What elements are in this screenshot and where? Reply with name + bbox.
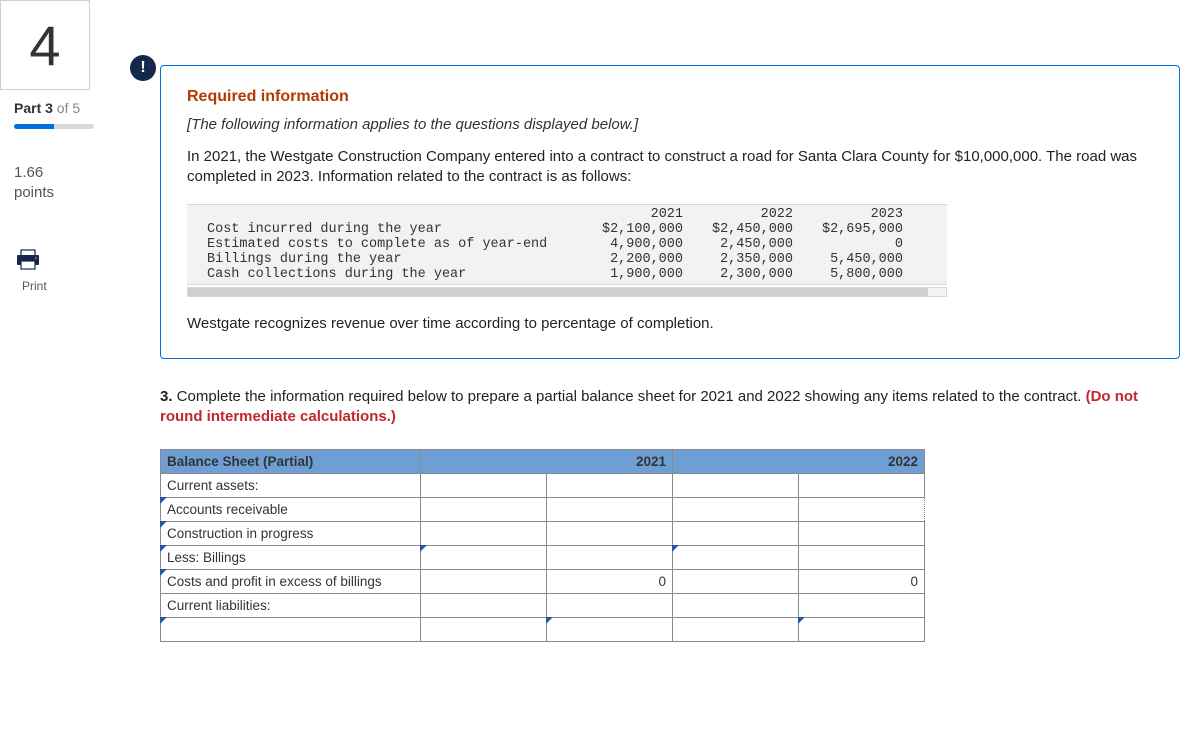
- table-row: [161, 618, 925, 642]
- bs-cell[interactable]: [673, 594, 799, 618]
- question-number-box: 4: [0, 0, 90, 90]
- cell: 2,300,000: [697, 267, 807, 282]
- bs-row-blank-input[interactable]: [161, 618, 421, 642]
- cell: $2,450,000: [697, 222, 807, 237]
- printer-icon: [14, 248, 42, 272]
- cell: 2,200,000: [587, 252, 697, 267]
- scrollbar-thumb[interactable]: [188, 288, 928, 296]
- col-header-2021: 2021: [587, 207, 697, 222]
- row-label: Estimated costs to complete as of year-e…: [187, 237, 587, 252]
- bs-title-header: Balance Sheet (Partial): [161, 450, 421, 474]
- points-block: 1.66 points: [0, 163, 120, 204]
- bs-cell[interactable]: [547, 498, 673, 522]
- table-row: Less: Billings: [161, 546, 925, 570]
- bs-cell[interactable]: [421, 522, 547, 546]
- table-row: Cash collections during the year 1,900,0…: [187, 267, 917, 282]
- bs-cell[interactable]: [421, 474, 547, 498]
- part-progress-fill: [14, 124, 54, 129]
- cell: $2,100,000: [587, 222, 697, 237]
- bs-cell[interactable]: [673, 498, 799, 522]
- col-header-2023: 2023: [807, 207, 917, 222]
- bs-year-2021-header: 2021: [421, 450, 673, 474]
- balance-sheet-table: Balance Sheet (Partial) 2021 2022 Curren…: [160, 449, 925, 642]
- cell: 2,450,000: [697, 237, 807, 252]
- bs-cell[interactable]: [799, 522, 925, 546]
- bs-cell[interactable]: [673, 522, 799, 546]
- cell: 1,900,000: [587, 267, 697, 282]
- question-number: 4: [29, 13, 60, 78]
- bs-cell-computed: 0: [547, 570, 673, 594]
- bs-cell[interactable]: [547, 618, 673, 642]
- cell: 4,900,000: [587, 237, 697, 252]
- col-header-2022: 2022: [697, 207, 807, 222]
- exclamation-icon: !: [140, 59, 145, 77]
- question-number-3: 3.: [160, 388, 173, 405]
- row-label: Billings during the year: [187, 252, 587, 267]
- cell: 2,350,000: [697, 252, 807, 267]
- table-row: Billings during the year 2,200,000 2,350…: [187, 252, 917, 267]
- bs-cell[interactable]: [421, 594, 547, 618]
- table-row: Current liabilities:: [161, 594, 925, 618]
- row-label: Cost incurred during the year: [187, 222, 587, 237]
- bs-cell[interactable]: [421, 618, 547, 642]
- bs-cell[interactable]: [547, 594, 673, 618]
- bs-cell[interactable]: [673, 546, 799, 570]
- bs-cell-computed: 0: [799, 570, 925, 594]
- bs-cell[interactable]: [799, 618, 925, 642]
- bs-cell[interactable]: [799, 498, 925, 522]
- bs-cell[interactable]: [799, 474, 925, 498]
- bs-cell[interactable]: [799, 546, 925, 570]
- alert-icon[interactable]: !: [130, 55, 156, 81]
- bs-row-less-billings[interactable]: Less: Billings: [161, 546, 421, 570]
- cell: 0: [807, 237, 917, 252]
- bs-cell[interactable]: [421, 570, 547, 594]
- table-row: Accounts receivable: [161, 498, 925, 522]
- table-row: Construction in progress: [161, 522, 925, 546]
- bs-cell[interactable]: [547, 522, 673, 546]
- table-row: Estimated costs to complete as of year-e…: [187, 237, 917, 252]
- points-value: 1.66: [14, 163, 120, 183]
- bs-cell[interactable]: [547, 474, 673, 498]
- revenue-recognition-note: Westgate recognizes revenue over time ac…: [187, 315, 1153, 332]
- bs-cell[interactable]: [673, 474, 799, 498]
- cell: 5,450,000: [807, 252, 917, 267]
- table-row: Cost incurred during the year $2,100,000…: [187, 222, 917, 237]
- cell: 5,800,000: [807, 267, 917, 282]
- applies-text: [The following information applies to th…: [187, 116, 1153, 133]
- bs-cell[interactable]: [547, 546, 673, 570]
- points-label: points: [14, 183, 120, 203]
- horizontal-scrollbar[interactable]: [187, 287, 947, 297]
- print-button[interactable]: [14, 248, 42, 275]
- table-header-blank: [187, 207, 587, 222]
- bs-cell[interactable]: [673, 570, 799, 594]
- cell: $2,695,000: [807, 222, 917, 237]
- contract-data-table: 2021 2022 2023 Cost incurred during the …: [187, 204, 947, 285]
- bs-row-accounts-receivable[interactable]: Accounts receivable: [161, 498, 421, 522]
- print-label: Print: [14, 279, 120, 293]
- required-info-title: Required information: [187, 88, 1153, 106]
- bs-row-current-liabilities: Current liabilities:: [161, 594, 421, 618]
- bs-row-costs-profit-excess[interactable]: Costs and profit in excess of billings: [161, 570, 421, 594]
- part-total: of 5: [53, 100, 80, 116]
- bs-cell[interactable]: [673, 618, 799, 642]
- required-information-panel: Required information [The following info…: [160, 65, 1180, 359]
- bs-year-2022-header: 2022: [673, 450, 925, 474]
- table-row: Costs and profit in excess of billings 0…: [161, 570, 925, 594]
- table-row: Current assets:: [161, 474, 925, 498]
- part-current: Part 3: [14, 100, 53, 116]
- row-label: Cash collections during the year: [187, 267, 587, 282]
- bs-row-cip[interactable]: Construction in progress: [161, 522, 421, 546]
- part-progress-label: Part 3 of 5: [0, 100, 120, 116]
- question-3-text: Complete the information required below …: [173, 388, 1086, 405]
- bs-cell[interactable]: [421, 546, 547, 570]
- bs-row-current-assets: Current assets:: [161, 474, 421, 498]
- bs-cell[interactable]: [421, 498, 547, 522]
- part-progress-bar: [14, 124, 94, 129]
- scenario-narrative: In 2021, the Westgate Construction Compa…: [187, 147, 1153, 188]
- bs-cell[interactable]: [799, 594, 925, 618]
- question-3-prompt: 3. Complete the information required bel…: [160, 387, 1180, 428]
